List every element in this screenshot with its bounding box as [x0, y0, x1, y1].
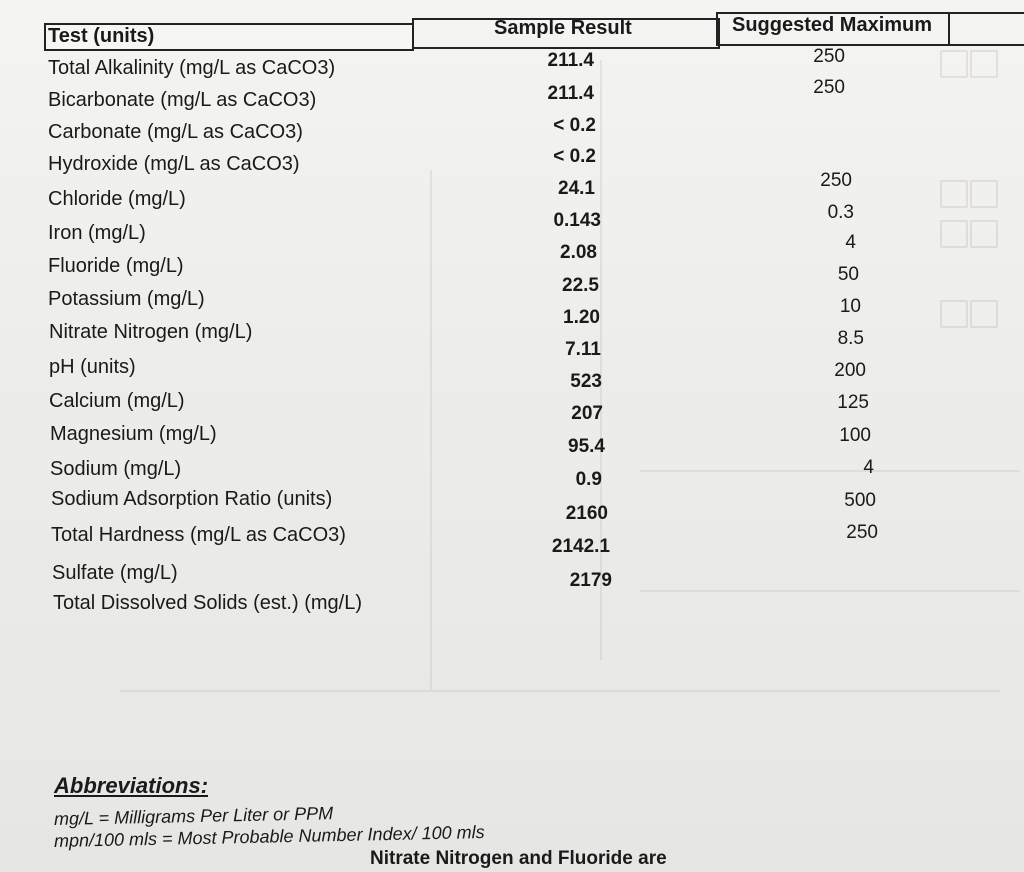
suggested-maximum: 250	[846, 522, 878, 543]
table-row: pH (units) 7.11 8.5	[0, 0, 1024, 378]
header-cell-maximum	[716, 12, 950, 46]
table-row: Bicarbonate (mg/L as CaCO3) 211.4 250	[0, 0, 1024, 111]
test-name: Calcium (mg/L)	[49, 390, 185, 412]
table-row: Sulfate (mg/L) 2142.1 250	[0, 0, 1024, 584]
sample-result: 207	[571, 403, 603, 424]
sample-result: 0.143	[553, 210, 601, 231]
sample-result: < 0.2	[553, 146, 596, 167]
table-row: Hydroxide (mg/L as CaCO3) < 0.2	[0, 0, 1024, 175]
sample-result: 2.08	[560, 242, 597, 263]
test-name: Hydroxide (mg/L as CaCO3)	[48, 153, 300, 175]
test-name: Sodium Adsorption Ratio (units)	[51, 488, 333, 510]
sample-result: 0.9	[575, 469, 602, 490]
table-row: Fluoride (mg/L) 2.08 4	[0, 0, 1024, 277]
sample-result: 211.4	[547, 50, 595, 71]
test-name: Nitrate Nitrogen (mg/L)	[49, 321, 253, 343]
sample-result: 2179	[569, 570, 612, 591]
test-name: Total Alkalinity (mg/L as CaCO3)	[48, 57, 336, 79]
sample-result: 22.5	[562, 275, 599, 296]
table-row: Total Dissolved Solids (est.) (mg/L) 217…	[0, 0, 1024, 614]
test-name: Carbonate (mg/L as CaCO3)	[48, 121, 303, 143]
suggested-maximum: 200	[834, 360, 866, 381]
header-cell-sample	[412, 18, 720, 49]
suggested-maximum: 0.3	[827, 202, 854, 223]
table-row: Magnesium (mg/L) 207 125	[0, 0, 1024, 445]
test-name: Fluoride (mg/L)	[48, 255, 184, 277]
table-row: Iron (mg/L) 0.143 0.3	[0, 0, 1024, 244]
sample-result: 95.4	[568, 436, 605, 457]
test-name: Total Dissolved Solids (est.) (mg/L)	[53, 592, 362, 614]
sample-result: 2160	[565, 503, 608, 524]
test-name: Magnesium (mg/L)	[50, 423, 217, 445]
table-row: Sodium Adsorption Ratio (units) 0.9 4	[0, 0, 1024, 510]
table-row: Total Alkalinity (mg/L as CaCO3) 211.4 2…	[0, 0, 1024, 79]
sample-result: 7.11	[565, 339, 601, 360]
suggested-maximum: 4	[863, 457, 874, 478]
suggested-maximum: 250	[813, 77, 845, 98]
footer-note-fragment: Nitrate Nitrogen and Fluoride are	[370, 848, 667, 869]
test-name: pH (units)	[49, 356, 136, 378]
table-row: Sodium (mg/L) 95.4 100	[0, 0, 1024, 480]
table-row: Total Hardness (mg/L as CaCO3) 2160 500	[0, 0, 1024, 546]
abbreviations-title: Abbreviations:	[54, 773, 209, 798]
table-header	[44, 12, 1024, 51]
test-name: Chloride (mg/L)	[48, 188, 186, 210]
test-name: Sulfate (mg/L)	[52, 562, 178, 584]
suggested-maximum: 50	[837, 264, 859, 285]
header-cell-test	[44, 23, 414, 51]
table-row: Carbonate (mg/L as CaCO3) < 0.2	[0, 0, 1024, 143]
sample-result: 2142.1	[551, 536, 610, 557]
sample-result: 1.20	[563, 307, 600, 328]
test-name: Potassium (mg/L)	[48, 288, 205, 310]
suggested-maximum: 10	[839, 296, 861, 317]
suggested-maximum: 250	[820, 170, 852, 191]
sample-result: 24.1	[558, 178, 595, 199]
table-row: Potassium (mg/L) 22.5 50	[0, 0, 1024, 310]
sample-result: 523	[570, 371, 602, 392]
header-cell-extra	[946, 12, 1024, 46]
test-name: Sodium (mg/L)	[50, 458, 182, 480]
table-row: Chloride (mg/L) 24.1 250	[0, 0, 1024, 210]
suggested-maximum: 100	[839, 425, 871, 446]
test-name: Bicarbonate (mg/L as CaCO3)	[48, 89, 317, 111]
suggested-maximum: 500	[844, 490, 876, 511]
header-maximum-label: Suggested Maximum	[732, 14, 933, 36]
table-row: Nitrate Nitrogen (mg/L) 1.20 10	[0, 0, 1024, 343]
suggested-maximum: 250	[813, 46, 845, 67]
suggested-maximum: 125	[837, 392, 869, 413]
header-sample-label: Sample Result	[494, 17, 632, 39]
suggested-maximum: 4	[845, 232, 856, 253]
header-test-label: Test (units)	[48, 25, 155, 47]
test-name: Iron (mg/L)	[48, 222, 146, 244]
sample-result: 211.4	[547, 83, 595, 104]
sample-result: < 0.2	[553, 115, 596, 136]
test-name: Total Hardness (mg/L as CaCO3)	[51, 524, 346, 546]
suggested-maximum: 8.5	[837, 328, 864, 349]
table-row: Calcium (mg/L) 523 200	[0, 0, 1024, 412]
